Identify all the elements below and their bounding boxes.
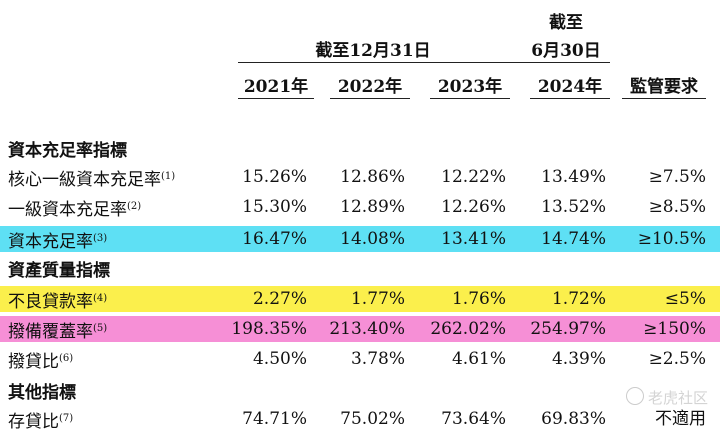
value-2021: 4.50%	[252, 349, 307, 369]
value-2024: 69.83%	[541, 409, 606, 429]
row-label: 存貸比(7)	[8, 412, 74, 432]
row-label: 資本充足率(3)	[8, 232, 108, 252]
header-underline-2022	[330, 98, 410, 99]
header-period-jun-line1: 截至	[549, 13, 583, 33]
row-core-tier1: 核心一級資本充足率(1) 15.26% 12.86% 12.22% 13.49%…	[0, 164, 720, 190]
value-2023: 12.22%	[441, 167, 506, 187]
row-ldr: 存貸比(7) 74.71% 75.02% 73.64% 69.83% 不適用	[0, 406, 720, 432]
header-underline-2021	[238, 98, 314, 99]
value-2024: 4.39%	[551, 349, 606, 369]
watermark: 老虎社区	[625, 387, 708, 408]
row-tier1: 一級資本充足率(2) 15.30% 12.89% 12.26% 13.52% ≥…	[0, 194, 720, 220]
value-2024: 13.52%	[541, 197, 606, 217]
row-label: 不良貸款率(4)	[8, 292, 108, 312]
value-2024: 14.74%	[541, 229, 606, 249]
value-regulatory: ≥10.5%	[637, 229, 706, 249]
watermark-text: 老虎社区	[647, 389, 708, 407]
row-npl: 不良貸款率(4) 2.27% 1.77% 1.76% 1.72% ≤5%	[0, 286, 720, 312]
value-regulatory: ≥150%	[643, 319, 706, 339]
section-capital-title: 資本充足率指標	[8, 141, 127, 161]
value-regulatory: 不適用	[655, 409, 706, 429]
value-regulatory: ≤5%	[664, 289, 706, 309]
header-year-2024: 2024年	[537, 77, 603, 97]
value-2021: 15.26%	[242, 167, 307, 187]
header-underline-2024	[530, 98, 610, 99]
value-2021: 198.35%	[231, 319, 307, 339]
value-2023: 1.76%	[451, 289, 506, 309]
header-year-2022: 2022年	[337, 77, 403, 97]
row-label: 一級資本充足率(2)	[8, 200, 142, 220]
header-year-2021: 2021年	[243, 77, 309, 97]
row-label: 撥貸比(6)	[8, 352, 74, 372]
value-2021: 74.71%	[242, 409, 307, 429]
chat-bubble-icon	[625, 387, 644, 405]
value-regulatory: ≥8.5%	[648, 197, 706, 217]
header-underline-regulatory	[622, 98, 706, 99]
row-provision: 撥貸比(6) 4.50% 3.78% 4.61% 4.39% ≥2.5%	[0, 346, 720, 372]
section-asset-quality-title: 資產質量指標	[8, 261, 110, 281]
value-2024: 1.72%	[551, 289, 606, 309]
value-2023: 73.64%	[441, 409, 506, 429]
header-underline-2023	[430, 98, 510, 99]
value-2021: 2.27%	[252, 289, 307, 309]
value-2024: 254.97%	[530, 319, 606, 339]
value-2023: 262.02%	[430, 319, 506, 339]
value-2022: 75.02%	[340, 409, 405, 429]
section-other-title: 其他指標	[8, 383, 76, 403]
header-year-2023: 2023年	[437, 77, 503, 97]
value-2023: 12.26%	[441, 197, 506, 217]
value-regulatory: ≥7.5%	[648, 167, 706, 187]
header-period-dec: 截至12月31日	[315, 41, 431, 61]
value-regulatory: ≥2.5%	[648, 349, 706, 369]
value-2024: 13.49%	[541, 167, 606, 187]
header-period-jun-line2: 6月30日	[531, 41, 601, 61]
value-2021: 15.30%	[242, 197, 307, 217]
value-2021: 16.47%	[242, 229, 307, 249]
row-capital-adequacy: 資本充足率(3) 16.47% 14.08% 13.41% 14.74% ≥10…	[0, 226, 720, 252]
value-2022: 213.40%	[329, 319, 405, 339]
value-2022: 14.08%	[340, 229, 405, 249]
value-2022: 12.89%	[340, 197, 405, 217]
row-coverage: 撥備覆蓋率(5) 198.35% 213.40% 262.02% 254.97%…	[0, 316, 720, 342]
header-regulatory: 監管要求	[630, 77, 698, 97]
row-label: 撥備覆蓋率(5)	[8, 322, 108, 342]
value-2022: 3.78%	[350, 349, 405, 369]
header-rule-dec	[238, 62, 610, 63]
value-2022: 1.77%	[350, 289, 405, 309]
value-2023: 4.61%	[451, 349, 506, 369]
value-2023: 13.41%	[441, 229, 506, 249]
row-label: 核心一級資本充足率(1)	[8, 170, 176, 190]
value-2022: 12.86%	[340, 167, 405, 187]
